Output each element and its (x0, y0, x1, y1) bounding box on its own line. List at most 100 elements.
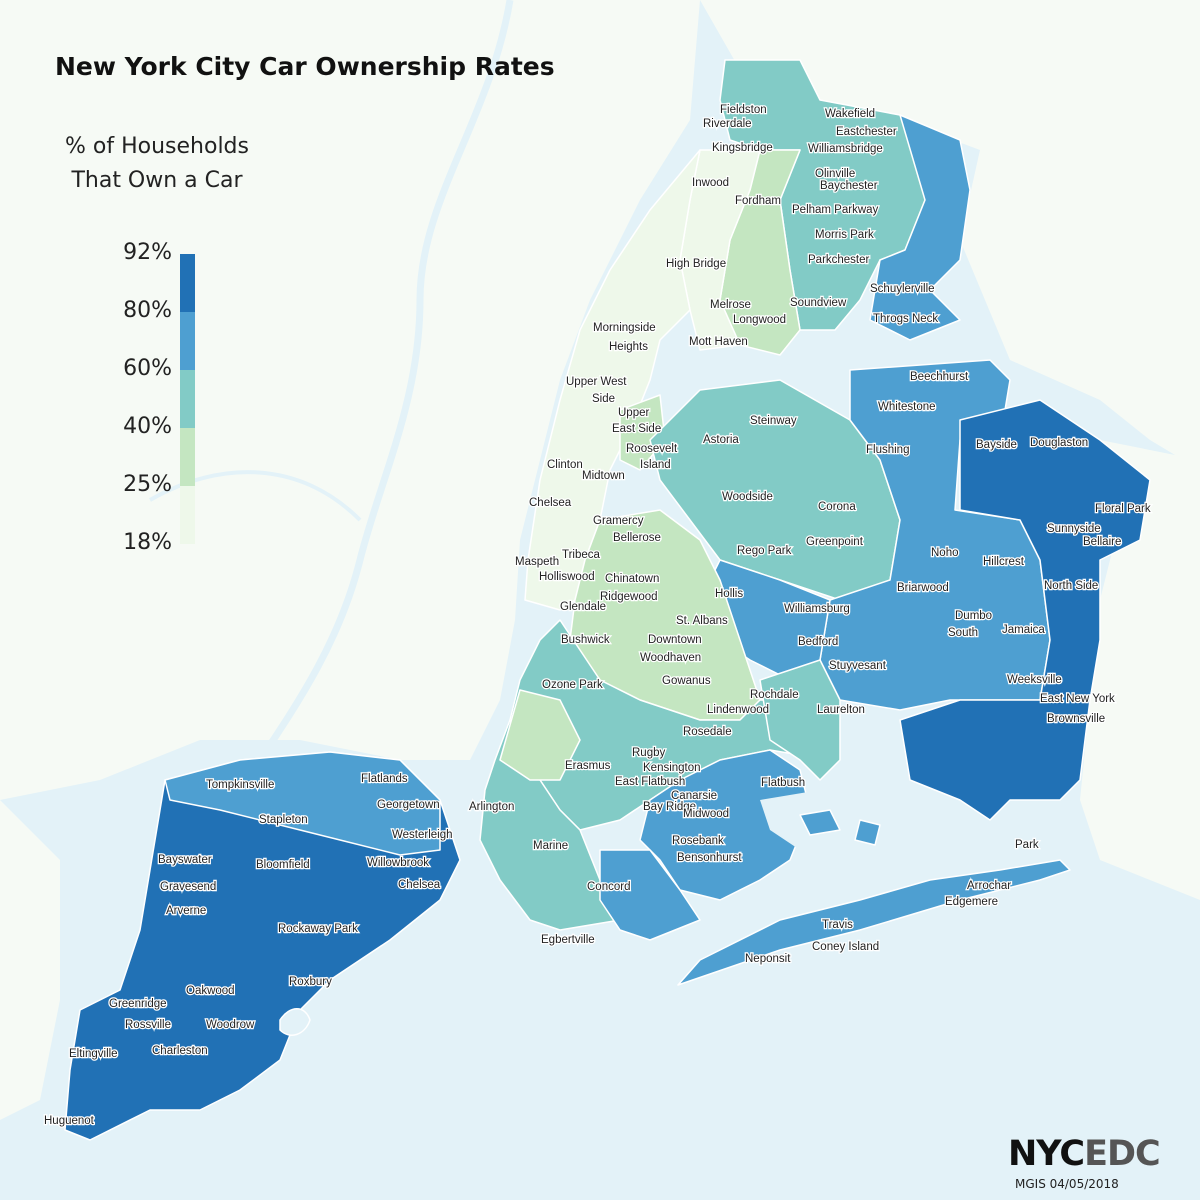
neighborhood-label-longwood: Longwood (733, 314, 786, 326)
marsh-island (854, 819, 881, 846)
neighborhood-label-coney-island: Coney Island (812, 941, 879, 953)
neighborhood-label-brownsville: Brownsville (1047, 713, 1105, 725)
neighborhood-label-heights: Heights (609, 341, 648, 353)
east-new-york-area (759, 659, 841, 781)
neighborhood-label-weeksville: Weeksville (1007, 674, 1062, 686)
neighborhood-label-baychester: Baychester (820, 180, 878, 192)
neighborhood-label-woodside: Woodside (722, 491, 773, 503)
neighborhood-label-chelsea: Chelsea (398, 879, 441, 891)
neighborhood-label-williamsburg: Williamsburg (784, 603, 850, 615)
neighborhood-label-canarsie: Canarsie (671, 790, 717, 802)
neighborhood-label-whitestone: Whitestone (878, 401, 936, 413)
new-jersey-land (0, 0, 700, 800)
neighborhood-label-woodrow: Woodrow (206, 1019, 255, 1031)
brooklyn-southwest-teal-area (479, 719, 621, 931)
neighborhood-label-egbertville: Egbertville (541, 934, 595, 946)
neighborhood-label-bloomfield: Bloomfield (256, 859, 310, 871)
neighborhood-label-astoria: Astoria (703, 434, 739, 446)
rockaway-peninsula (677, 859, 1071, 986)
neighborhood-label-high-bridge: High Bridge (666, 258, 726, 270)
neighborhood-label-marine: Marine (533, 840, 568, 852)
neighborhood-label-beechhurst: Beechhurst (910, 371, 969, 383)
neighborhood-label-woodhaven: Woodhaven (640, 652, 701, 664)
neighborhood-label-jamaica: Jamaica (1002, 624, 1045, 636)
neighborhood-label-east-flatbush: East Flatbush (615, 776, 685, 788)
neighborhood-label-soundview: Soundview (790, 297, 847, 309)
neighborhood-label-midtown: Midtown (582, 470, 625, 482)
bronx-teal-area (719, 59, 946, 331)
neighborhood-label-kingsbridge: Kingsbridge (712, 142, 773, 154)
neighborhood-label-south: South (948, 627, 978, 639)
logo-edc: EDC (1084, 1134, 1161, 1174)
neighborhood-label-douglaston: Douglaston (1030, 437, 1088, 449)
neighborhood-label-gowanus: Gowanus (662, 675, 711, 687)
neighborhood-label-noho: Noho (931, 547, 959, 559)
neighborhood-label-tompkinsville: Tompkinsville (206, 779, 274, 791)
legend-title-line1: % of Households (65, 134, 249, 159)
neighborhood-label-mott-haven: Mott Haven (689, 336, 748, 348)
neighborhood-label-briarwood: Briarwood (897, 582, 949, 594)
legend-swatch-60-80 (180, 312, 195, 370)
neighborhood-label-downtown: Downtown (648, 634, 702, 646)
neighborhood-label-rochdale: Rochdale (750, 689, 799, 701)
neighborhood-label-williamsbridge: Williamsbridge (808, 143, 883, 155)
neighborhood-label-sunnyside: Sunnyside (1047, 523, 1101, 535)
neighborhood-label-hollis: Hollis (715, 588, 743, 600)
logo-nyc: NYC (1008, 1134, 1085, 1174)
long-island-land (1080, 440, 1200, 900)
neighborhood-label-bellaire: Bellaire (1083, 536, 1121, 548)
neighborhood-label-concord: Concord (587, 881, 630, 893)
neighborhood-label-maspeth: Maspeth (515, 556, 559, 568)
neighborhood-label-oakwood: Oakwood (186, 985, 235, 997)
legend-title: % of Households That Own a Car (48, 130, 266, 198)
neighborhood-label-eltingville: Eltingville (69, 1048, 118, 1060)
neighborhood-label-dumbo: Dumbo (955, 610, 992, 622)
neighborhood-label-island: Island (640, 459, 671, 471)
legend-swatch-40-60 (180, 370, 195, 428)
neighborhood-label-charleston: Charleston (152, 1045, 208, 1057)
legend-label-92: 92% (123, 240, 172, 265)
neighborhood-label-laurelton: Laurelton (817, 704, 865, 716)
neighborhood-label-flushing: Flushing (866, 444, 909, 456)
neighborhood-label-parkchester: Parkchester (808, 254, 870, 266)
neighborhood-label-morningside: Morningside (593, 322, 656, 334)
neighborhood-label-rosedale: Rosedale (683, 726, 732, 738)
river (257, 0, 514, 762)
map-title: New York City Car Ownership Rates (55, 52, 555, 81)
neighborhood-label-olinville: Olinville (815, 168, 855, 180)
neighborhood-label-arlington: Arlington (469, 801, 514, 813)
neighborhood-label-willowbrook: Willowbrook (367, 857, 429, 869)
neighborhood-label-bushwick: Bushwick (561, 634, 610, 646)
neighborhood-label-gramercy: Gramercy (593, 515, 644, 527)
neighborhood-label-steinway: Steinway (750, 415, 797, 427)
neighborhood-label-roxbury: Roxbury (289, 976, 332, 988)
neighborhood-label-bellerose: Bellerose (613, 532, 661, 544)
neighborhood-label-gravesend: Gravesend (160, 881, 216, 893)
legend-swatch-18-25 (180, 486, 195, 544)
neighborhood-label-side: Side (592, 393, 615, 405)
neighborhood-label-clinton: Clinton (547, 459, 583, 471)
legend-label-18: 18% (123, 530, 172, 555)
legend-label-25: 25% (123, 472, 172, 497)
neighborhood-label-bayswater: Bayswater (158, 854, 212, 866)
new-jersey-south-land (0, 800, 60, 1120)
legend-label-60: 60% (123, 356, 172, 381)
neighborhood-label-east-new-york: East New York (1040, 693, 1115, 705)
neighborhood-label-morris-park: Morris Park (815, 229, 874, 241)
neighborhood-label-pelham-parkway: Pelham Parkway (792, 204, 879, 216)
neighborhood-label-georgetown: Georgetown (377, 799, 440, 811)
neighborhood-label-throgs-neck: Throgs Neck (873, 313, 938, 325)
queens-east-dark-area (899, 399, 1151, 821)
staten-island-north-blue-area (164, 751, 441, 856)
legend-swatch-80-92 (180, 254, 195, 312)
neighborhood-label-arverne: Arverne (166, 905, 206, 917)
neighborhood-label-kensington: Kensington (643, 762, 701, 774)
neighborhood-label-st-albans: St. Albans (676, 615, 728, 627)
neighborhood-label-ridgewood: Ridgewood (600, 591, 658, 603)
neighborhood-label-hillcrest: Hillcrest (983, 556, 1025, 568)
gravesend-area (599, 849, 701, 941)
bronx-east-blue-area (869, 114, 971, 341)
legend-label-80: 80% (123, 298, 172, 323)
neighborhood-label-bedford: Bedford (798, 636, 838, 648)
